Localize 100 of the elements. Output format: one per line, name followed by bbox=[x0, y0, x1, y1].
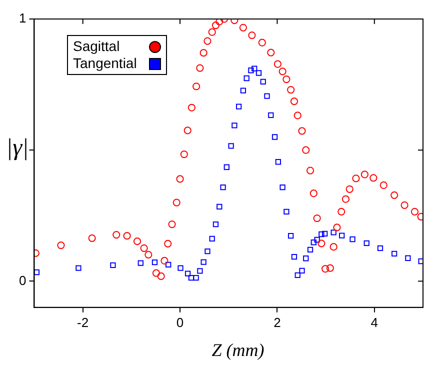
point bbox=[216, 19, 224, 26]
point bbox=[168, 220, 176, 228]
point bbox=[310, 240, 316, 246]
point bbox=[410, 208, 419, 216]
point bbox=[204, 37, 212, 45]
point bbox=[310, 190, 318, 198]
point bbox=[184, 270, 191, 276]
point bbox=[352, 174, 360, 182]
point bbox=[200, 259, 206, 265]
point bbox=[178, 265, 184, 271]
point bbox=[256, 70, 262, 76]
point bbox=[260, 78, 266, 84]
point bbox=[188, 104, 196, 112]
point bbox=[144, 250, 152, 258]
point bbox=[88, 234, 96, 242]
point bbox=[264, 93, 270, 99]
point bbox=[152, 259, 158, 266]
point bbox=[208, 28, 216, 36]
point bbox=[123, 232, 131, 240]
point bbox=[274, 60, 282, 68]
point bbox=[299, 268, 305, 274]
y-tick-label: 1 bbox=[18, 10, 26, 26]
point bbox=[164, 240, 172, 248]
point bbox=[313, 214, 321, 222]
point bbox=[197, 268, 203, 274]
point bbox=[166, 262, 172, 268]
point bbox=[307, 246, 314, 253]
point bbox=[278, 68, 286, 76]
point bbox=[160, 256, 168, 265]
point bbox=[76, 265, 82, 271]
point bbox=[342, 195, 350, 203]
point bbox=[220, 184, 226, 190]
point bbox=[268, 112, 274, 118]
point bbox=[290, 98, 298, 106]
point bbox=[244, 75, 250, 82]
point bbox=[224, 164, 230, 170]
x-axis-title: Z (mm) bbox=[210, 340, 266, 361]
point bbox=[209, 236, 215, 242]
point bbox=[282, 76, 290, 84]
point bbox=[196, 64, 204, 72]
x-tick-label: -2 bbox=[77, 314, 89, 330]
x-tick-label: 2 bbox=[274, 314, 281, 330]
point bbox=[176, 175, 184, 183]
point bbox=[236, 104, 242, 110]
point bbox=[288, 232, 294, 239]
legend-label: Sagittal bbox=[73, 38, 120, 55]
point bbox=[326, 264, 334, 272]
point bbox=[291, 254, 298, 260]
point bbox=[252, 66, 258, 72]
point bbox=[228, 143, 234, 149]
point bbox=[248, 31, 256, 40]
point bbox=[360, 170, 368, 178]
point bbox=[346, 185, 354, 193]
point bbox=[405, 255, 411, 261]
point bbox=[318, 240, 326, 248]
point bbox=[303, 256, 309, 262]
point bbox=[302, 146, 310, 154]
point bbox=[322, 265, 330, 273]
point bbox=[110, 262, 116, 268]
point bbox=[294, 272, 300, 278]
point bbox=[212, 21, 220, 30]
point bbox=[239, 24, 247, 32]
point bbox=[152, 269, 160, 277]
point bbox=[338, 208, 346, 216]
point bbox=[390, 191, 398, 199]
point bbox=[184, 126, 192, 134]
point bbox=[193, 274, 199, 281]
point bbox=[330, 230, 336, 236]
point bbox=[157, 272, 165, 280]
point bbox=[57, 241, 65, 250]
point bbox=[350, 236, 356, 242]
y-axis-title: |γ| bbox=[6, 135, 29, 162]
point bbox=[267, 48, 275, 56]
point bbox=[339, 232, 345, 238]
point bbox=[284, 208, 290, 215]
point bbox=[172, 198, 180, 206]
point bbox=[294, 112, 302, 120]
point bbox=[380, 181, 388, 190]
point bbox=[240, 88, 246, 94]
point bbox=[140, 244, 148, 252]
point bbox=[204, 248, 210, 254]
point bbox=[275, 159, 282, 165]
point bbox=[212, 221, 219, 228]
point bbox=[272, 134, 278, 140]
point bbox=[370, 174, 378, 182]
point bbox=[377, 245, 384, 251]
point bbox=[280, 184, 286, 190]
point bbox=[364, 240, 370, 246]
point bbox=[400, 201, 408, 209]
point bbox=[133, 238, 142, 246]
x-tick-label: 4 bbox=[370, 314, 378, 330]
point bbox=[391, 250, 398, 256]
point bbox=[200, 49, 208, 57]
legend-label: Tangential bbox=[73, 55, 137, 72]
point bbox=[180, 150, 188, 158]
point bbox=[330, 243, 338, 251]
point bbox=[333, 224, 341, 232]
point bbox=[192, 82, 200, 90]
point bbox=[287, 86, 295, 94]
point bbox=[188, 274, 194, 281]
